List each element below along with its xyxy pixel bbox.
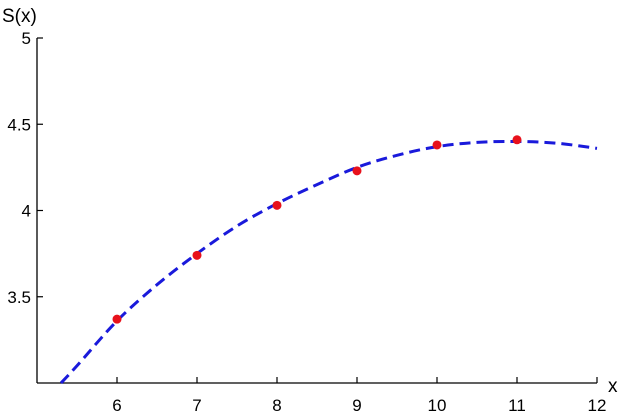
data-point — [432, 140, 442, 150]
y-tick-label: 3.5 — [7, 288, 31, 307]
data-point — [272, 200, 282, 210]
data-point — [352, 166, 362, 176]
y-ticks: 3.5 4 4.5 5 — [7, 29, 43, 307]
x-tick-label: 10 — [428, 396, 447, 415]
y-axis-title: S(x) — [2, 6, 37, 27]
x-tick-label: 12 — [588, 396, 607, 415]
x-axis: 6 7 8 9 10 11 12 — [37, 377, 606, 415]
x-tick-label: 6 — [112, 396, 121, 415]
x-tick-label: 11 — [508, 396, 526, 415]
y-tick-label: 5 — [22, 29, 31, 48]
x-tick-label: 9 — [352, 396, 361, 415]
x-tick-label: 7 — [192, 396, 201, 415]
x-tick-label: 8 — [272, 396, 281, 415]
x-axis-title: x — [608, 376, 618, 397]
x-ticks: 6 7 8 9 10 11 12 — [112, 377, 606, 415]
y-axis: 3.5 4 4.5 5 — [7, 29, 43, 383]
data-point — [112, 314, 122, 324]
y-tick-label: 4.5 — [7, 115, 31, 134]
fit-curve — [59, 139, 598, 385]
y-tick-label: 4 — [22, 202, 31, 221]
data-point — [192, 250, 202, 260]
data-points — [112, 135, 522, 324]
data-point — [512, 135, 522, 145]
